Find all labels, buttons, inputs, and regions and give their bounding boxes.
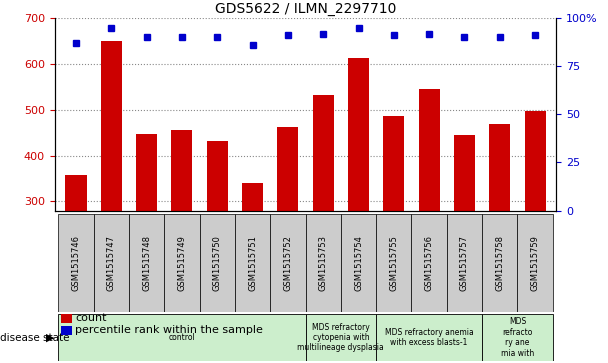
Bar	[412, 214, 447, 312]
Bar	[341, 214, 376, 312]
Bar	[525, 111, 546, 339]
Bar	[517, 214, 553, 312]
Bar	[482, 314, 553, 361]
Bar	[207, 141, 228, 339]
Text: ▶: ▶	[46, 333, 54, 343]
Text: count: count	[75, 313, 107, 323]
Text: MDS refractory
cytopenia with
multilineage dysplasia: MDS refractory cytopenia with multilinea…	[297, 323, 384, 352]
Text: GSM1515759: GSM1515759	[531, 235, 540, 291]
Bar	[171, 130, 193, 339]
Text: GSM1515746: GSM1515746	[71, 235, 80, 291]
Text: GSM1515754: GSM1515754	[354, 235, 363, 291]
Bar	[58, 314, 305, 361]
Bar	[94, 214, 129, 312]
Bar	[270, 214, 306, 312]
Bar	[418, 89, 440, 339]
Text: MDS
refracto
ry ane
mia with: MDS refracto ry ane mia with	[501, 318, 534, 358]
Text: percentile rank within the sample: percentile rank within the sample	[75, 325, 263, 335]
Bar	[376, 214, 412, 312]
Text: control: control	[168, 333, 195, 342]
Title: GDS5622 / ILMN_2297710: GDS5622 / ILMN_2297710	[215, 2, 396, 16]
Text: GSM1515755: GSM1515755	[389, 235, 398, 291]
Bar	[58, 214, 94, 312]
Bar	[305, 314, 376, 361]
Text: GSM1515747: GSM1515747	[107, 235, 116, 291]
Text: GSM1515757: GSM1515757	[460, 235, 469, 291]
Bar	[482, 214, 517, 312]
Bar	[136, 134, 157, 339]
Bar	[489, 124, 510, 339]
Bar	[235, 214, 270, 312]
Bar	[376, 314, 482, 361]
Bar	[65, 175, 86, 339]
Text: GSM1515749: GSM1515749	[178, 235, 187, 291]
Text: GSM1515756: GSM1515756	[424, 235, 434, 291]
Bar	[305, 214, 341, 312]
Bar	[199, 214, 235, 312]
Bar	[383, 116, 404, 339]
Bar	[129, 214, 164, 312]
Bar	[242, 183, 263, 339]
Text: GSM1515748: GSM1515748	[142, 235, 151, 291]
Bar	[164, 214, 199, 312]
Bar	[101, 41, 122, 339]
Bar	[348, 58, 369, 339]
Text: GSM1515751: GSM1515751	[248, 235, 257, 291]
Text: MDS refractory anemia
with excess blasts-1: MDS refractory anemia with excess blasts…	[385, 328, 474, 347]
Text: GSM1515750: GSM1515750	[213, 235, 222, 291]
Text: GSM1515753: GSM1515753	[319, 235, 328, 291]
Bar	[447, 214, 482, 312]
Bar	[277, 127, 299, 339]
Text: disease state: disease state	[0, 333, 69, 343]
Text: GSM1515758: GSM1515758	[496, 235, 504, 291]
Text: GSM1515752: GSM1515752	[283, 235, 292, 291]
Bar	[454, 135, 475, 339]
Bar	[313, 95, 334, 339]
